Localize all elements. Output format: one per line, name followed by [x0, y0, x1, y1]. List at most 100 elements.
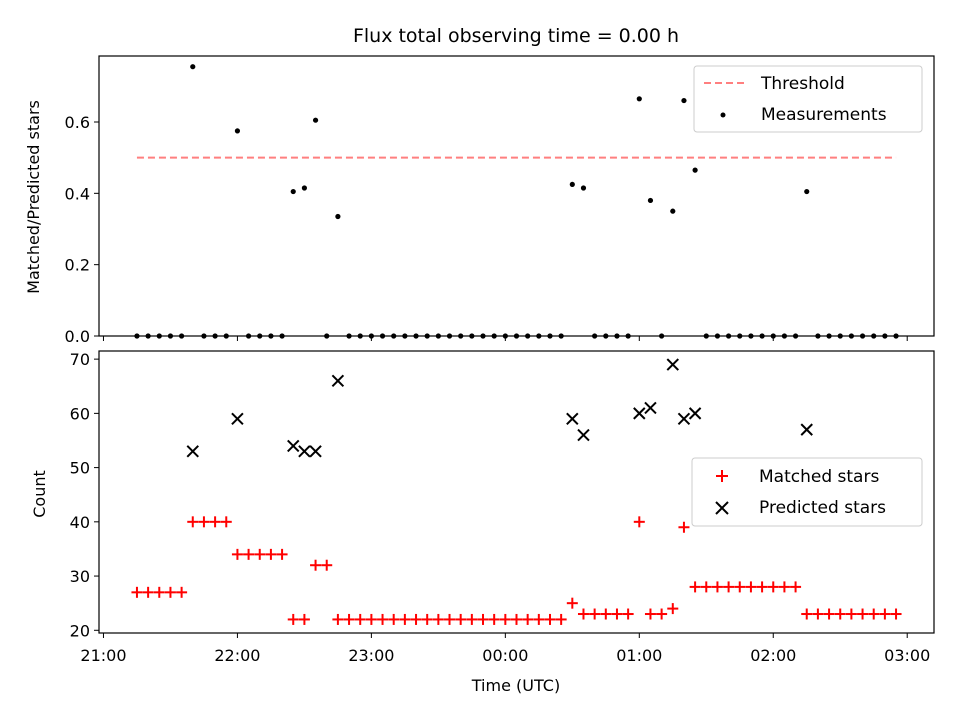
matched-star-point — [600, 608, 612, 620]
matched-star-point — [410, 613, 422, 625]
predicted-star-point — [186, 445, 199, 458]
matched-star-point — [499, 613, 511, 625]
bottom-x-tick-label: 23:00 — [348, 646, 394, 665]
predicted-star-point — [331, 374, 345, 388]
matched-star-point — [399, 613, 411, 625]
bottom-y-tick-label: 20 — [70, 621, 90, 640]
top-y-axis-label: Matched/Predicted stars — [24, 100, 43, 294]
matched-star-point — [265, 548, 277, 560]
predicted-star-point — [644, 401, 657, 415]
bottom-panel: 20 30 40 50 60 70 21:00 22:00 23:00 00:00 01:00 02… — [30, 350, 935, 695]
bottom-plot-frame — [98, 350, 935, 634]
matched-star-point — [220, 516, 232, 528]
matched-star-point — [555, 613, 567, 625]
matched-star-point — [834, 608, 846, 620]
matched-star-point — [778, 581, 790, 593]
matched-star-point — [533, 613, 545, 625]
matched-star-point — [890, 608, 902, 620]
legend-threshold-label: Threshold — [760, 74, 845, 94]
matched-star-point — [767, 581, 779, 593]
matched-star-point — [243, 548, 255, 560]
matched-star-point — [432, 613, 444, 625]
top-y-tick-label: 0.4 — [65, 184, 90, 203]
matched-star-point — [868, 608, 880, 620]
matched-star-point — [879, 608, 891, 620]
matched-star-point — [644, 608, 656, 620]
matched-star-point — [365, 613, 377, 625]
top-panel: Flux total observing time = 0.00 h 0.0 0.… — [24, 25, 935, 346]
matched-star-point — [444, 613, 456, 625]
bottom-y-tick-label: 60 — [70, 404, 90, 423]
top-y-ticks: 0.0 0.2 0.4 0.6 — [65, 113, 99, 346]
matched-star-point — [700, 581, 712, 593]
predicted-star-point — [688, 407, 702, 420]
matched-star-point — [421, 613, 433, 625]
matched-star-point — [823, 608, 835, 620]
x-axis-label: Time (UTC) — [471, 676, 560, 695]
matched-star-point — [466, 613, 478, 625]
matched-star-point — [801, 608, 813, 620]
top-legend: Threshold Measurements — [693, 65, 923, 133]
matched-star-point — [488, 613, 500, 625]
top-x-ticks — [102, 336, 908, 341]
chart-title: Flux total observing time = 0.00 h — [353, 25, 679, 47]
legend-matched-label: Matched stars — [759, 467, 879, 487]
legend-measurements-swatch — [720, 112, 726, 118]
matched-star-point — [332, 613, 344, 625]
matched-star-point — [711, 581, 723, 593]
matched-star-point — [209, 516, 221, 528]
measurement-point — [670, 208, 676, 214]
top-y-tick-label: 0.2 — [65, 256, 90, 275]
matched-star-point — [321, 559, 333, 571]
matched-star-point — [756, 581, 768, 593]
predicted-star-point — [577, 428, 590, 442]
predicted-star-point — [800, 423, 813, 436]
measurement-point — [190, 64, 196, 70]
matched-star-point — [187, 516, 199, 528]
predicted-star-point — [298, 445, 311, 458]
legend-measurements-label: Measurements — [761, 105, 887, 125]
matched-star-point — [857, 608, 869, 620]
matched-star-point — [633, 516, 645, 528]
measurement-point — [312, 117, 319, 123]
measurement-point — [580, 185, 587, 191]
bottom-x-tick-label: 01:00 — [616, 646, 662, 665]
bottom-x-tick-label: 21:00 — [80, 646, 126, 665]
matched-star-point — [845, 608, 857, 620]
bottom-y-ticks: 20 30 40 50 60 70 — [70, 350, 99, 640]
measurement-point — [692, 167, 698, 173]
predicted-star-point — [633, 407, 646, 420]
measurement-point — [290, 188, 296, 195]
matched-star-point — [287, 613, 299, 625]
bottom-x-tick-label: 02:00 — [750, 646, 796, 665]
measurement-point — [647, 197, 654, 204]
matched-star-point — [678, 521, 690, 533]
matched-star-point — [354, 613, 366, 625]
top-legend-box — [693, 65, 923, 133]
predicted-star-point — [677, 412, 691, 425]
matched-star-point — [377, 613, 389, 625]
measurement-point — [335, 213, 341, 220]
bottom-x-ticks: 21:00 22:00 23:00 00:00 01:00 02:00 03:00 — [80, 633, 930, 665]
top-y-tick-label: 0.0 — [65, 327, 90, 346]
matched-star-point — [511, 613, 522, 625]
measurement-point — [569, 181, 575, 188]
matched-star-point — [176, 586, 188, 598]
matched-star-point — [343, 613, 355, 625]
bottom-y-tick-label: 70 — [70, 350, 90, 369]
bottom-y-tick-label: 50 — [70, 459, 90, 478]
legend-matched-swatch — [716, 470, 728, 482]
predicted-star-point — [666, 358, 679, 371]
bottom-legend: Matched stars Predicted stars — [691, 457, 923, 527]
measurement-point — [636, 96, 642, 102]
matched-star-point — [812, 608, 824, 620]
matched-star-point — [734, 581, 746, 593]
matched-star-point — [622, 608, 634, 620]
matched-star-point — [276, 548, 288, 560]
top-plot-frame — [98, 55, 935, 337]
matched-star-point — [656, 608, 668, 620]
measurement-point — [234, 128, 241, 134]
matched-star-point — [164, 586, 176, 598]
matched-star-point — [131, 586, 143, 598]
